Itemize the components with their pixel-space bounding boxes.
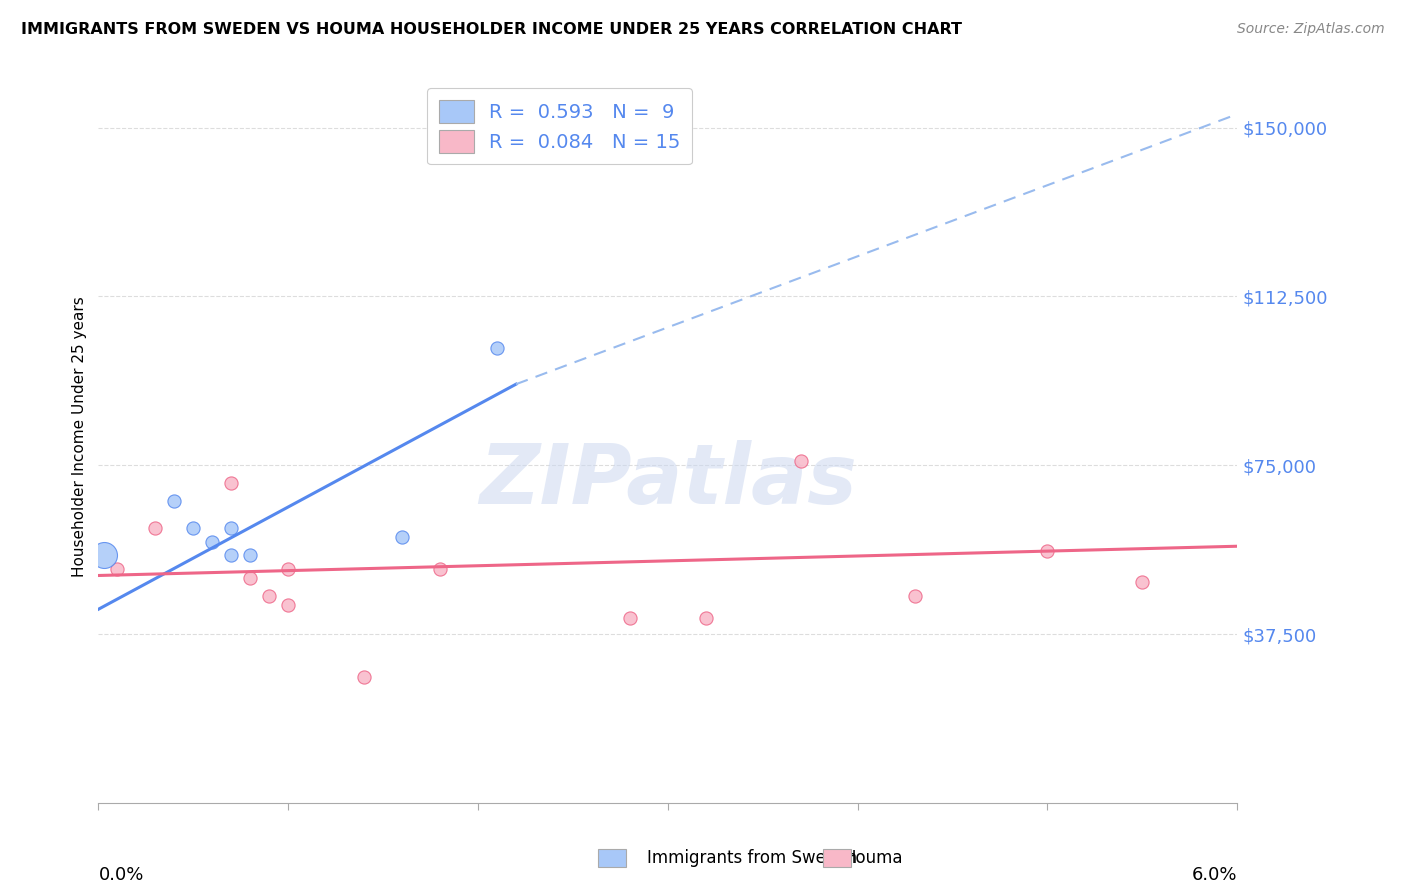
- Point: [486, 341, 509, 355]
- Point: [904, 589, 927, 603]
- Y-axis label: Householder Income Under 25 years: Householder Income Under 25 years: [72, 297, 87, 577]
- Point: [221, 548, 243, 562]
- Point: [353, 670, 375, 684]
- Point: [277, 598, 299, 612]
- Point: [695, 611, 717, 625]
- Legend: R =  0.593   N =  9, R =  0.084   N = 15: R = 0.593 N = 9, R = 0.084 N = 15: [427, 88, 692, 164]
- Text: 0.0%: 0.0%: [98, 866, 143, 884]
- Point: [221, 476, 243, 491]
- Point: [239, 571, 262, 585]
- Point: [1036, 543, 1059, 558]
- Point: [1132, 575, 1154, 590]
- Point: [201, 534, 224, 549]
- Point: [93, 548, 115, 562]
- Text: ZIPatlas: ZIPatlas: [479, 441, 856, 522]
- Point: [145, 521, 167, 535]
- Point: [163, 494, 186, 508]
- Point: [107, 562, 129, 576]
- Point: [221, 521, 243, 535]
- Point: [619, 611, 641, 625]
- Point: [391, 530, 413, 544]
- Text: Immigrants from Sweden: Immigrants from Sweden: [647, 849, 856, 867]
- Text: Source: ZipAtlas.com: Source: ZipAtlas.com: [1237, 22, 1385, 37]
- Point: [790, 453, 813, 467]
- Text: IMMIGRANTS FROM SWEDEN VS HOUMA HOUSEHOLDER INCOME UNDER 25 YEARS CORRELATION CH: IMMIGRANTS FROM SWEDEN VS HOUMA HOUSEHOL…: [21, 22, 962, 37]
- Text: Houma: Houma: [844, 849, 903, 867]
- Point: [183, 521, 205, 535]
- Point: [239, 548, 262, 562]
- Text: 6.0%: 6.0%: [1192, 866, 1237, 884]
- Point: [429, 562, 451, 576]
- Point: [277, 562, 299, 576]
- Point: [259, 589, 281, 603]
